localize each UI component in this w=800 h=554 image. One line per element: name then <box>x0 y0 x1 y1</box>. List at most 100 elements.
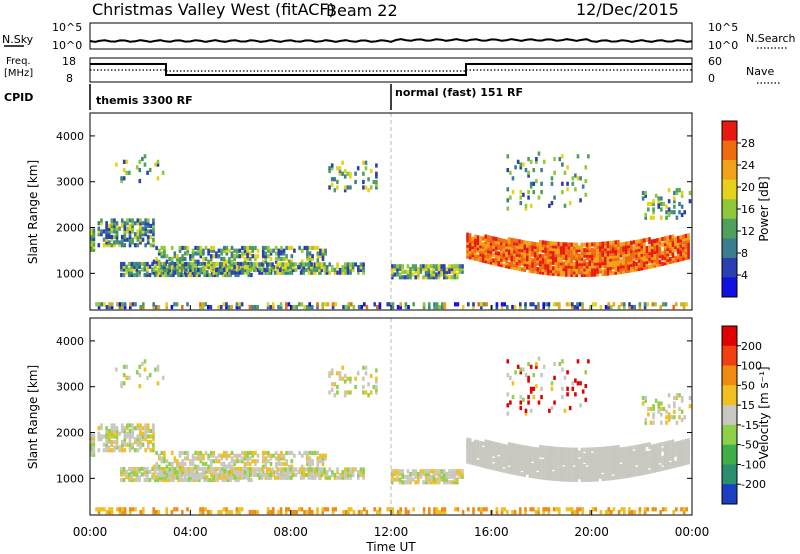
power-cell <box>235 254 239 259</box>
power-cell <box>222 248 226 253</box>
power-cell <box>614 240 618 245</box>
velocity-cell <box>650 452 654 457</box>
velocity-cell <box>172 472 175 477</box>
power-cell <box>196 248 200 253</box>
power-cell <box>652 215 655 220</box>
power-cell <box>155 304 158 310</box>
velocity-cell <box>565 466 568 471</box>
power-cell <box>130 267 134 272</box>
velocity-cell <box>406 469 410 474</box>
power-cell <box>404 302 408 307</box>
power-cell <box>178 248 182 253</box>
power-cell <box>539 270 542 275</box>
power-cell <box>320 265 324 270</box>
power-cell <box>110 229 114 234</box>
velocity-cell <box>567 455 571 460</box>
velocity-cell <box>163 453 166 458</box>
power-cell <box>363 302 366 307</box>
velocity-cell <box>246 456 249 461</box>
power-cell <box>533 241 537 247</box>
velocity-cell <box>286 472 290 478</box>
power-cell <box>630 254 633 259</box>
velocity-cell <box>611 453 615 459</box>
power-cell <box>139 221 142 226</box>
power-cell <box>554 252 558 257</box>
velocity-cell <box>222 450 226 456</box>
power-cell <box>620 302 623 307</box>
power-cell <box>648 250 651 256</box>
velocity-cell <box>157 453 161 458</box>
velocity-cell <box>471 449 475 455</box>
power-cell <box>684 250 688 255</box>
velocity-cell <box>656 465 659 470</box>
velocity-cell <box>574 378 577 383</box>
velocity-cell <box>113 439 116 445</box>
velocity-cell <box>123 426 127 431</box>
velocity-cell <box>531 457 534 462</box>
power-cell <box>559 253 563 258</box>
power-cell <box>341 160 344 165</box>
power-cell <box>120 243 124 248</box>
power-cell <box>187 270 191 275</box>
power-cell <box>541 270 545 275</box>
power-cell <box>666 235 670 240</box>
velocity-cell <box>528 457 532 462</box>
power-cell <box>645 265 649 270</box>
power-cell <box>292 262 295 267</box>
velocity-cell <box>92 441 96 446</box>
velocity-cell <box>658 459 662 464</box>
power-cell <box>308 302 311 307</box>
power-cell <box>308 304 311 310</box>
velocity-cell <box>264 475 268 480</box>
power-cell <box>476 246 480 251</box>
power-cell <box>652 199 655 204</box>
velocity-cell <box>570 469 573 474</box>
velocity-cell <box>139 434 142 439</box>
velocity-cell <box>209 472 213 478</box>
velocity-cell <box>667 412 671 417</box>
velocity-cell <box>552 460 555 465</box>
velocity-cell <box>287 507 291 512</box>
velocity-cell <box>228 461 231 467</box>
velocity-cell <box>181 509 184 515</box>
power-cell <box>342 304 345 310</box>
power-cell <box>495 302 499 307</box>
power-cell <box>606 241 610 246</box>
power-cell <box>241 270 244 275</box>
velocity-cell <box>596 452 599 457</box>
power-cell <box>177 272 180 278</box>
power-cell <box>630 304 634 310</box>
power-cell <box>567 245 571 250</box>
velocity-cell <box>437 477 441 482</box>
velocity-cell <box>645 470 649 475</box>
velocity-cell <box>583 458 586 463</box>
power-cell <box>607 302 610 307</box>
velocity-cell <box>492 457 495 463</box>
velocity-cell <box>502 452 506 457</box>
power-cell <box>282 256 286 262</box>
velocity-cell <box>237 477 240 483</box>
power-cell <box>126 229 129 234</box>
velocity-cell <box>468 449 472 454</box>
power-cell <box>531 260 534 266</box>
velocity-cell <box>557 455 560 460</box>
power-cell <box>510 256 514 262</box>
power-cell <box>650 250 654 255</box>
velocity-cell <box>156 475 160 480</box>
power-cell <box>125 267 128 272</box>
velocity-cell <box>267 459 270 464</box>
power-cell <box>152 229 155 234</box>
power-cell <box>274 259 278 264</box>
velocity-cell <box>406 480 410 485</box>
velocity-cell <box>596 466 599 471</box>
velocity-cell <box>513 459 516 464</box>
power-cell <box>552 257 555 263</box>
power-cell <box>547 302 551 307</box>
velocity-cell <box>146 428 150 434</box>
power-cell <box>505 247 508 252</box>
power-cell <box>250 264 253 269</box>
velocity-cell <box>316 461 320 467</box>
power-cell <box>536 253 540 258</box>
power-cell <box>528 241 532 246</box>
power-cell <box>487 254 490 259</box>
